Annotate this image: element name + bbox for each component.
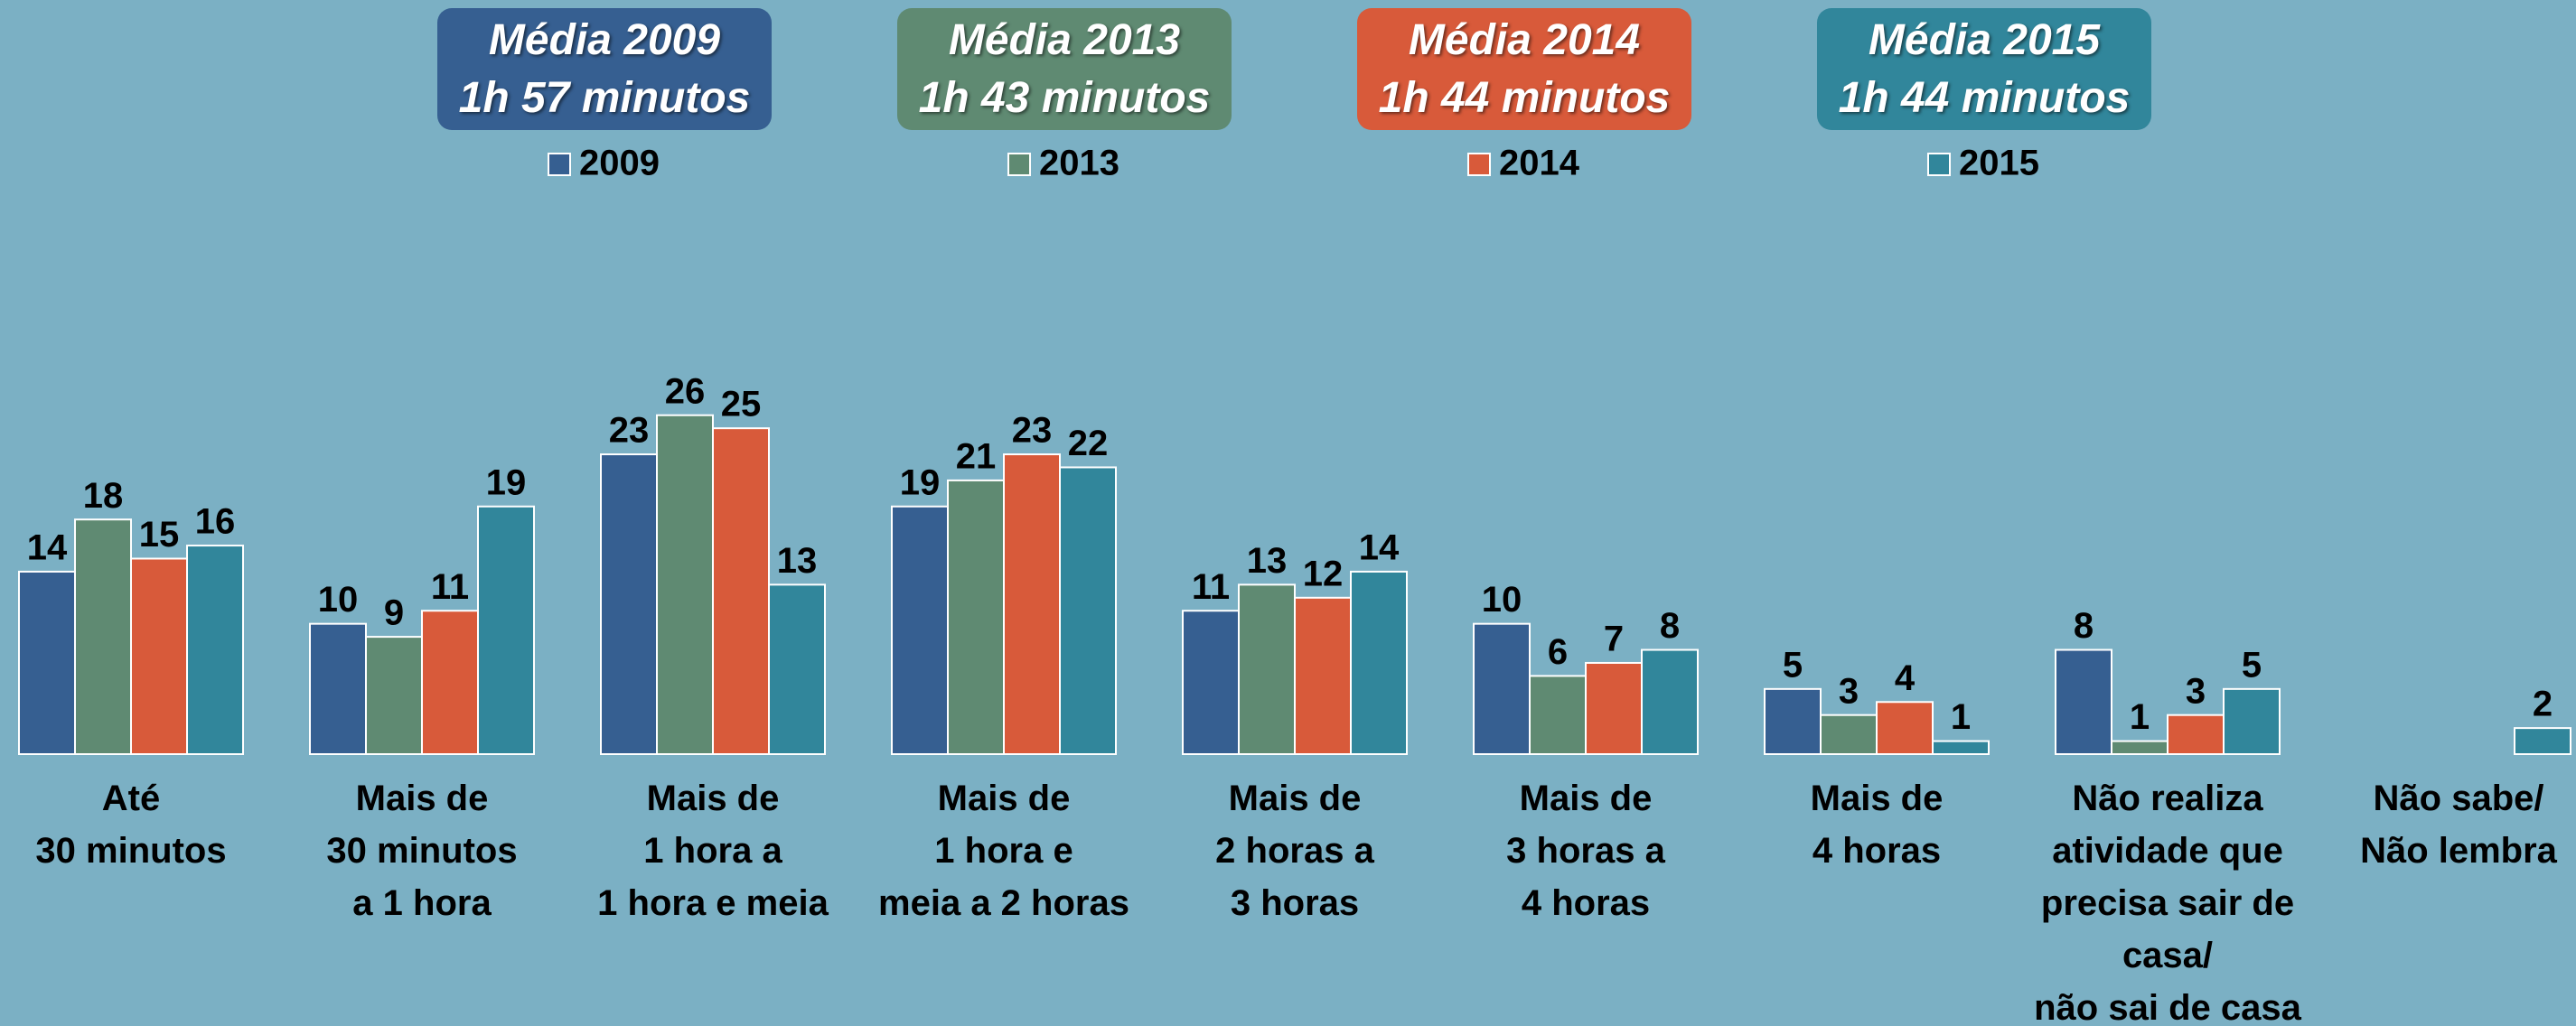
data-label: 10	[1482, 580, 1522, 620]
bar	[1182, 610, 1240, 755]
data-label: 3	[2186, 671, 2206, 711]
bar	[1820, 714, 1878, 756]
bar	[1876, 701, 1934, 755]
legend-swatch	[1007, 153, 1031, 176]
data-label: 25	[721, 385, 762, 424]
data-label: 26	[665, 371, 706, 411]
x-tick-label: Mais de 1 hora a 1 hora e meia	[597, 779, 829, 923]
x-tick-label: Mais de 30 minutos a 1 hora	[326, 779, 518, 923]
average-value: 1h 44 minutos	[1378, 74, 1671, 122]
bar	[1003, 453, 1061, 755]
bar	[891, 505, 949, 755]
bar	[130, 557, 188, 755]
bar	[768, 583, 826, 755]
bar	[1350, 570, 1408, 756]
x-tick-label: Até 30 minutos	[35, 779, 227, 871]
bar	[1764, 687, 1822, 755]
data-label: 1	[2130, 697, 2150, 737]
data-label: 8	[1660, 606, 1680, 646]
data-label: 23	[1012, 411, 1053, 451]
bar	[1585, 661, 1643, 756]
data-label: 18	[83, 476, 124, 516]
bar	[1238, 583, 1296, 755]
bar	[2167, 714, 2225, 756]
bar	[365, 636, 423, 755]
data-label: 22	[1068, 424, 1109, 463]
legend-label: 2009	[579, 144, 660, 183]
data-label: 12	[1303, 554, 1344, 593]
bar	[186, 545, 244, 755]
data-label: 19	[486, 462, 527, 502]
average-box: Média 2014 1h 44 minutos	[1357, 8, 1691, 130]
data-label: 7	[1604, 620, 1624, 659]
data-label: 1	[1951, 697, 1971, 737]
bar	[947, 479, 1005, 756]
data-label: 15	[139, 515, 180, 555]
average-box: Média 2009 1h 57 minutos	[437, 8, 772, 130]
bar	[1932, 740, 1990, 755]
average-title: Média 2009	[488, 16, 721, 64]
data-label: 4	[1895, 658, 1916, 698]
bar	[712, 427, 770, 755]
bar	[1473, 622, 1531, 756]
x-tick-label: Mais de 3 horas a 4 horas	[1506, 779, 1665, 923]
data-label: 8	[2074, 606, 2094, 646]
x-tick-label: Não sabe/ Não lembra	[2360, 779, 2557, 871]
bar	[656, 414, 714, 755]
x-tick-label: Mais de 1 hora e meia a 2 horas	[878, 779, 1129, 923]
bar	[2223, 687, 2281, 755]
average-title: Média 2014	[1408, 16, 1641, 64]
data-label: 11	[1192, 567, 1230, 607]
average-value: 1h 57 minutos	[458, 74, 751, 122]
data-label: 23	[609, 411, 650, 451]
average-title: Média 2013	[948, 16, 1181, 64]
bar	[1059, 466, 1117, 755]
data-label: 14	[1359, 527, 1400, 567]
data-label: 9	[384, 593, 404, 633]
legend-label: 2013	[1039, 144, 1119, 183]
data-label: 21	[956, 436, 997, 476]
data-label: 14	[27, 527, 68, 567]
data-label: 6	[1548, 632, 1568, 672]
legend-swatch	[1467, 153, 1491, 176]
average-value: 1h 43 minutos	[918, 74, 1211, 122]
x-tick-label: Mais de 4 horas	[1810, 779, 1944, 871]
bar	[2055, 648, 2112, 755]
data-label: 3	[1839, 671, 1859, 711]
bar	[600, 453, 658, 755]
bar	[18, 570, 76, 756]
average-value: 1h 44 minutos	[1838, 74, 2131, 122]
x-tick-label: Mais de 2 horas a 3 horas	[1215, 779, 1374, 923]
bar	[1641, 648, 1699, 755]
data-label: 2	[2533, 685, 2553, 724]
data-label: 13	[777, 541, 818, 581]
average-box: Média 2015 1h 44 minutos	[1817, 8, 2151, 130]
data-label: 5	[2242, 645, 2262, 685]
bar	[477, 505, 535, 755]
bar	[421, 610, 479, 755]
bar	[1529, 675, 1587, 756]
data-label: 16	[195, 502, 236, 542]
bar	[2514, 727, 2571, 756]
bar	[1294, 596, 1352, 755]
bar	[74, 518, 132, 755]
data-label: 19	[900, 462, 941, 502]
data-label: 5	[1783, 645, 1803, 685]
average-box: Média 2013 1h 43 minutos	[897, 8, 1232, 130]
data-label: 10	[318, 580, 359, 620]
legend-swatch	[1927, 153, 1951, 176]
legend-swatch	[548, 153, 571, 176]
data-label: 13	[1247, 541, 1288, 581]
bar	[309, 622, 367, 756]
average-title: Média 2015	[1868, 16, 2101, 64]
data-label: 11	[431, 567, 469, 607]
legend-label: 2015	[1959, 144, 2039, 183]
x-tick-label: Não realiza atividade que precisa sair d…	[2034, 779, 2301, 1026]
bar	[2111, 740, 2169, 755]
legend-label: 2014	[1499, 144, 1580, 183]
